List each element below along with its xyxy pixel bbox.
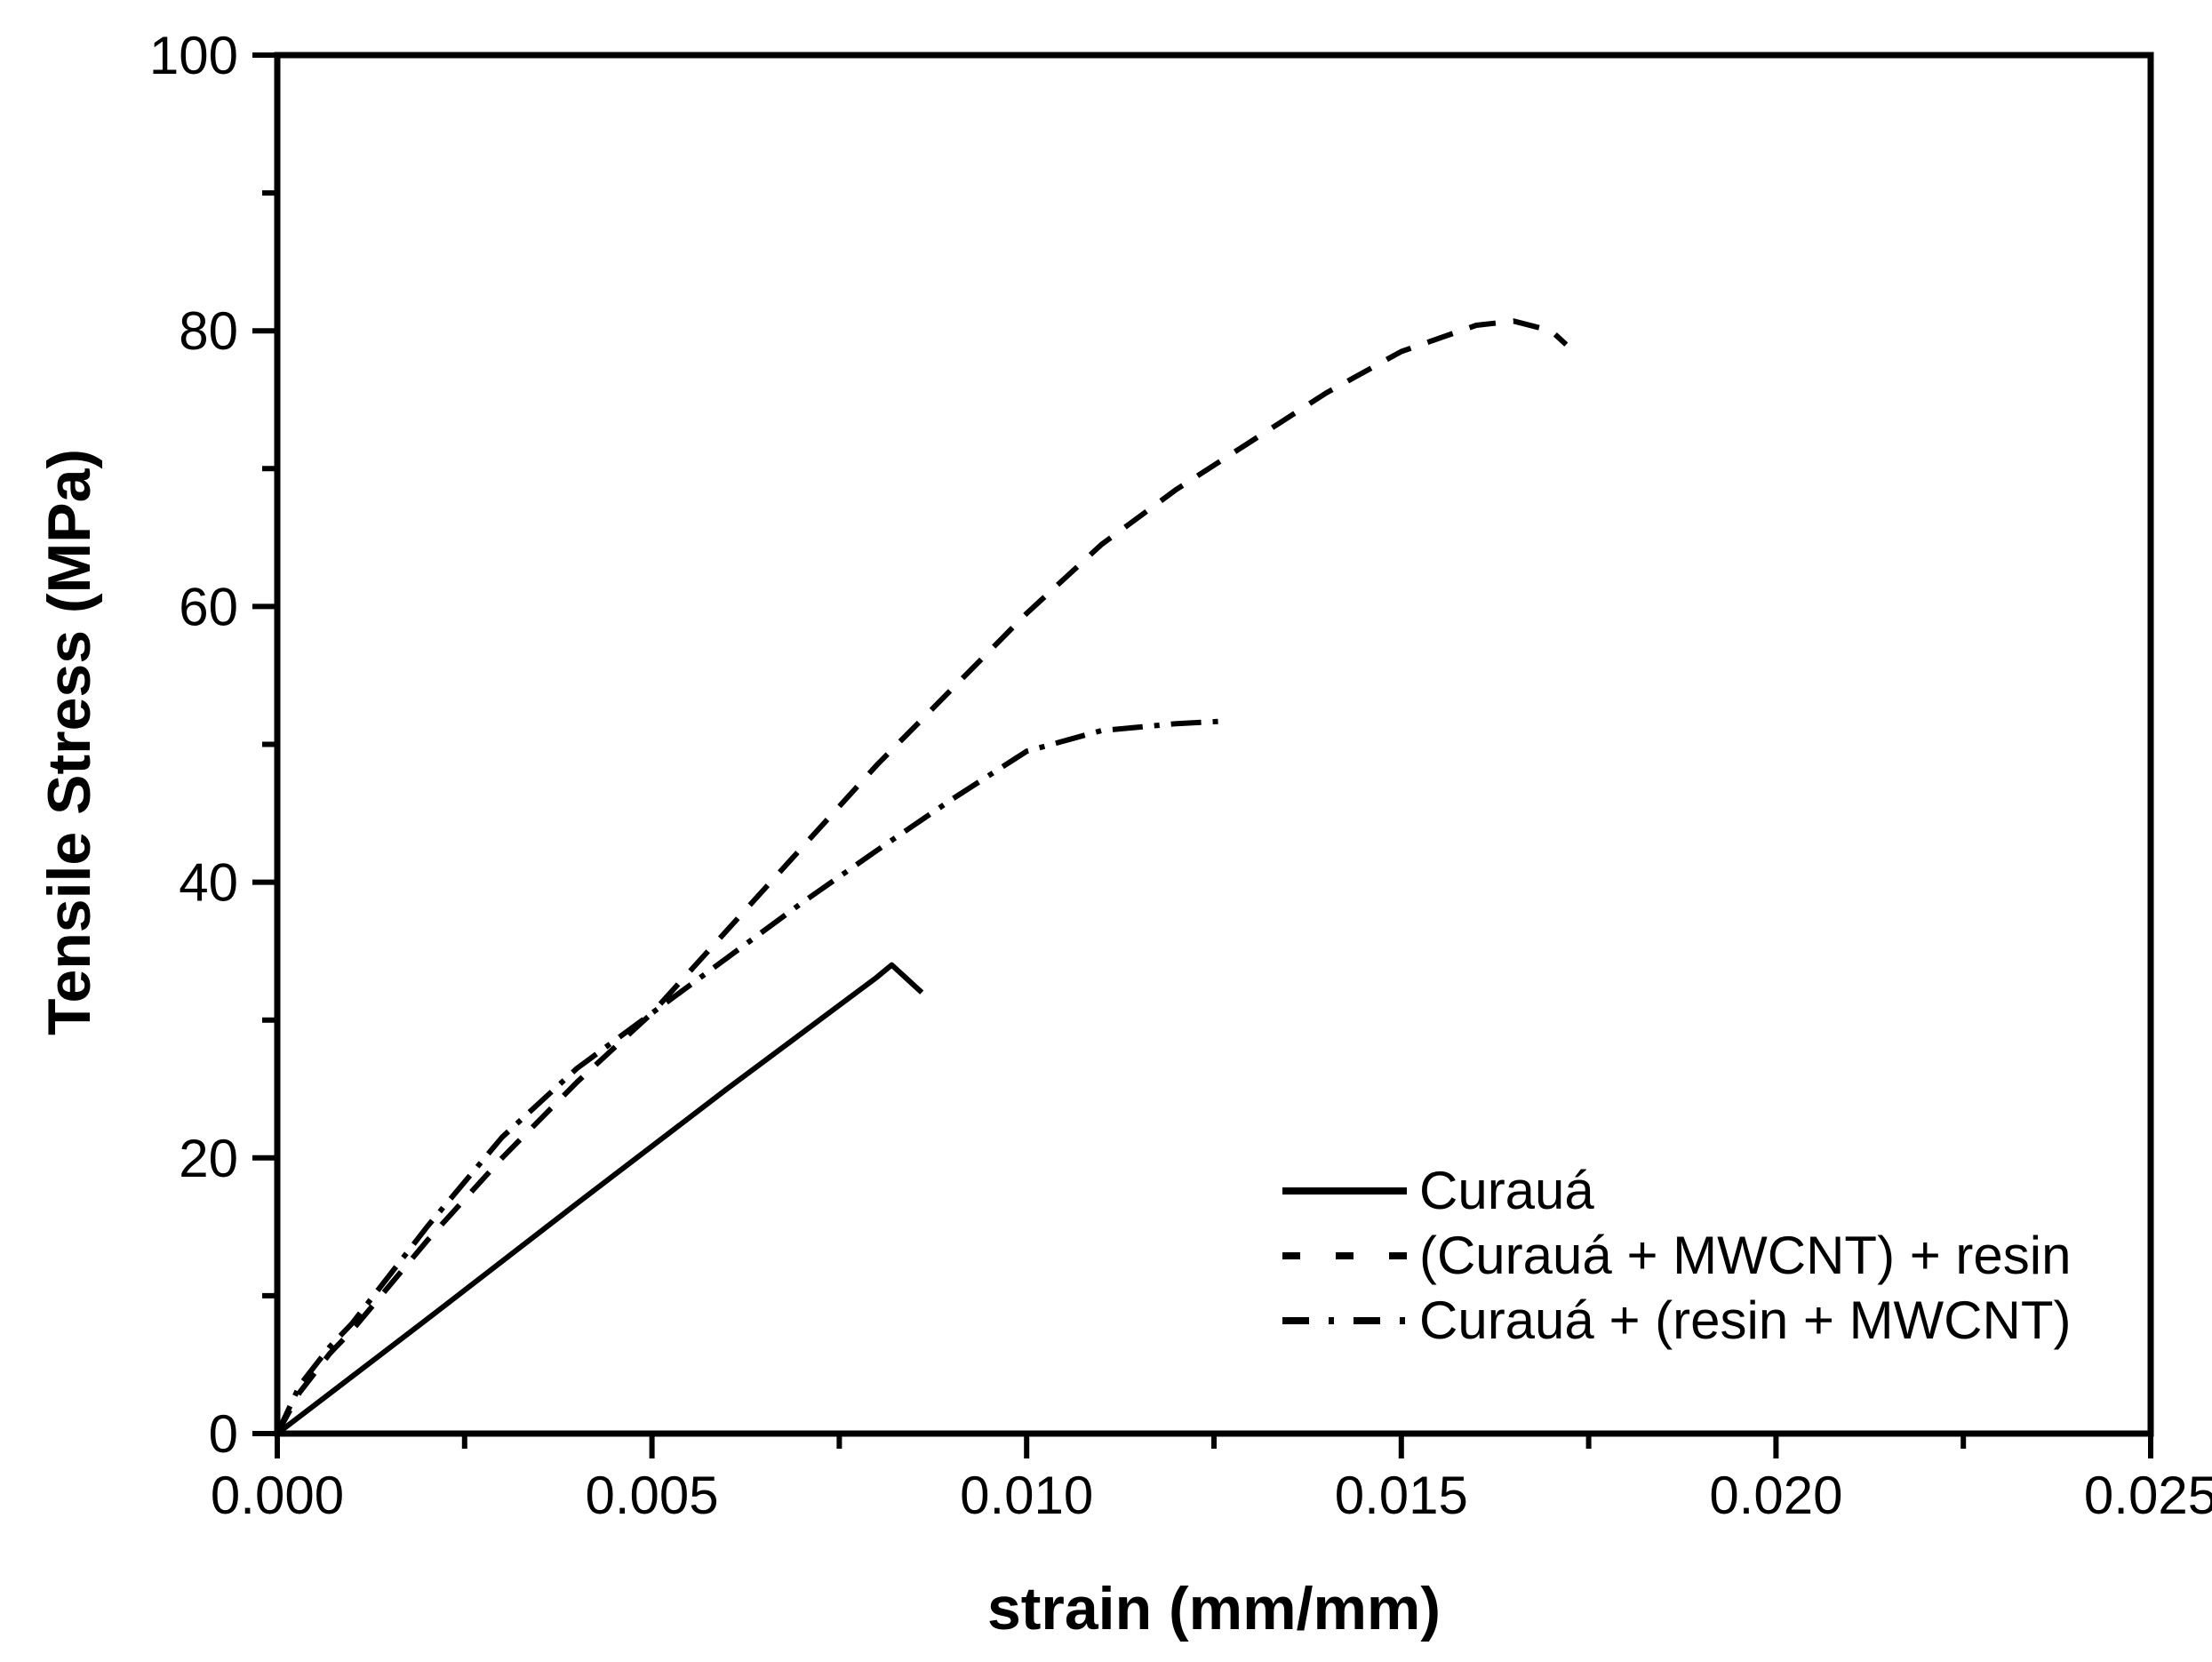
legend-label: Curauá + (resin + MWCNT) (1419, 1290, 2072, 1350)
legend-item-curaua: Curauá (1282, 1158, 2071, 1223)
legend-item-curaua-resin-mwcnt: Curauá + (resin + MWCNT) (1282, 1288, 2071, 1353)
y-axis-title: Tensile Stress (MPa) (36, 448, 103, 1036)
y-tick-label: 60 (179, 577, 238, 636)
x-tick-label: 0.025 (2084, 1466, 2212, 1525)
series-line-2 (275, 718, 1230, 1435)
legend-label: (Curauá + MWCNT) + resin (1419, 1226, 2072, 1285)
solid-line-swatch-icon (1282, 1187, 1407, 1195)
dash-dot-line-swatch-icon (1282, 1316, 1407, 1324)
legend-label: Curauá (1419, 1161, 1594, 1220)
y-tick-label: 40 (179, 853, 238, 913)
x-tick-label: 0.000 (211, 1466, 344, 1525)
x-tick-label: 0.015 (1335, 1466, 1468, 1525)
y-tick-label: 80 (179, 301, 238, 361)
x-axis-title: strain (mm/mm) (986, 1575, 1441, 1642)
y-tick-label: 20 (179, 1129, 238, 1188)
legend-item-curaua-mwcnt-resin: (Curauá + MWCNT) + resin (1282, 1223, 2071, 1288)
y-tick-label: 0 (209, 1404, 238, 1464)
x-tick-label: 0.010 (960, 1466, 1093, 1525)
dashed-line-swatch-icon (1282, 1251, 1407, 1259)
legend: Curauá (Curauá + MWCNT) + resin Curauá +… (1282, 1158, 2071, 1353)
x-tick-label: 0.005 (586, 1466, 719, 1525)
series-line-0 (276, 962, 924, 1436)
x-tick-label: 0.020 (1709, 1466, 1842, 1525)
series-line-1 (275, 318, 1569, 1435)
y-tick-label: 100 (149, 26, 238, 85)
